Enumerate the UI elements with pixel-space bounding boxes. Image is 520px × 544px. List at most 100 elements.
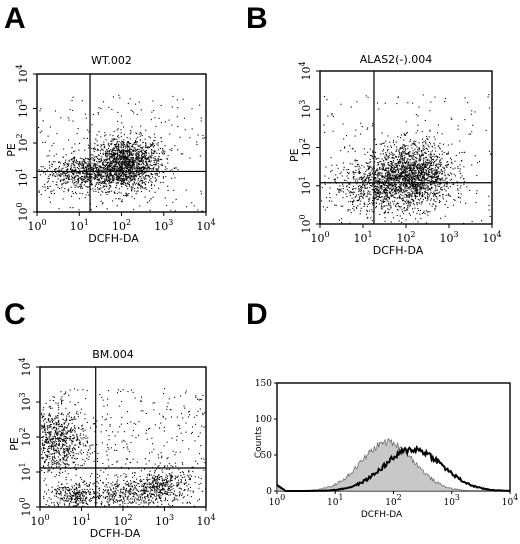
data-point [419, 160, 421, 162]
data-point [74, 150, 76, 152]
data-point [124, 183, 126, 185]
data-point [384, 205, 386, 207]
data-point [367, 166, 369, 168]
data-point [366, 176, 368, 178]
data-point [127, 158, 129, 160]
data-point [429, 156, 431, 158]
data-point [111, 154, 113, 156]
data-point [412, 200, 414, 202]
data-point [67, 117, 69, 119]
data-point [403, 134, 405, 136]
data-point [342, 205, 344, 207]
data-point [360, 207, 362, 209]
data-point [128, 160, 130, 162]
data-point [439, 178, 441, 180]
data-point [408, 178, 410, 180]
data-point [400, 162, 402, 164]
data-point [400, 185, 402, 187]
data-point [105, 159, 107, 161]
data-point [136, 169, 138, 171]
data-point [398, 174, 400, 176]
data-point [58, 208, 60, 210]
data-point [359, 210, 361, 212]
data-point [332, 130, 334, 132]
data-point [402, 152, 404, 154]
data-point [171, 177, 173, 179]
data-point [122, 168, 124, 170]
data-point [74, 177, 76, 179]
data-point [122, 178, 124, 180]
data-point [93, 177, 95, 179]
data-point [138, 161, 140, 163]
data-point [136, 191, 138, 193]
data-point [422, 177, 424, 179]
data-point [424, 172, 426, 174]
data-point [460, 193, 462, 195]
data-point [386, 199, 388, 201]
data-point [127, 195, 129, 197]
data-point [439, 195, 441, 197]
data-point [152, 142, 154, 144]
data-point [407, 195, 409, 197]
data-point [446, 166, 448, 168]
data-point [135, 149, 137, 151]
data-point [83, 162, 85, 164]
data-point [107, 158, 109, 160]
data-point [340, 103, 342, 105]
data-point [427, 180, 429, 182]
data-point [419, 179, 421, 181]
data-point [388, 202, 390, 204]
data-point [459, 187, 461, 189]
data-point [111, 142, 113, 144]
data-point [145, 157, 147, 159]
data-point [388, 186, 390, 188]
data-point [393, 168, 395, 170]
data-point [403, 175, 405, 177]
data-point [422, 138, 424, 140]
data-point [356, 166, 358, 168]
data-point [343, 191, 345, 193]
data-point [404, 175, 406, 177]
data-point [401, 146, 403, 148]
data-point [396, 197, 398, 199]
data-point [379, 194, 381, 196]
data-point [88, 177, 90, 179]
data-point [54, 436, 56, 438]
data-point [393, 167, 395, 169]
data-point [158, 158, 160, 160]
data-point [409, 165, 411, 167]
data-point [119, 165, 121, 167]
data-point [85, 168, 87, 170]
data-point [417, 167, 419, 169]
data-point [118, 164, 120, 166]
data-point [412, 164, 414, 166]
data-point [93, 150, 95, 152]
data-point [430, 178, 432, 180]
data-point [385, 195, 387, 197]
data-point [414, 162, 416, 164]
data-point [474, 155, 476, 157]
data-point [109, 155, 111, 157]
data-point [150, 144, 152, 146]
data-point [422, 149, 424, 151]
data-point [421, 131, 423, 133]
data-point [113, 154, 115, 156]
data-point [361, 188, 363, 190]
data-point [425, 171, 427, 173]
data-point [90, 181, 92, 183]
data-point [72, 163, 74, 165]
data-point [137, 167, 139, 169]
data-point [439, 183, 441, 185]
data-point [122, 181, 124, 183]
data-point [441, 153, 443, 155]
data-point [436, 175, 438, 177]
data-point [52, 161, 54, 163]
data-point [50, 191, 52, 193]
data-point [113, 169, 115, 171]
data-point [418, 174, 420, 176]
data-point [120, 169, 122, 171]
data-point [396, 176, 398, 178]
data-point [392, 167, 394, 169]
data-point [383, 184, 385, 186]
data-point [425, 165, 427, 167]
